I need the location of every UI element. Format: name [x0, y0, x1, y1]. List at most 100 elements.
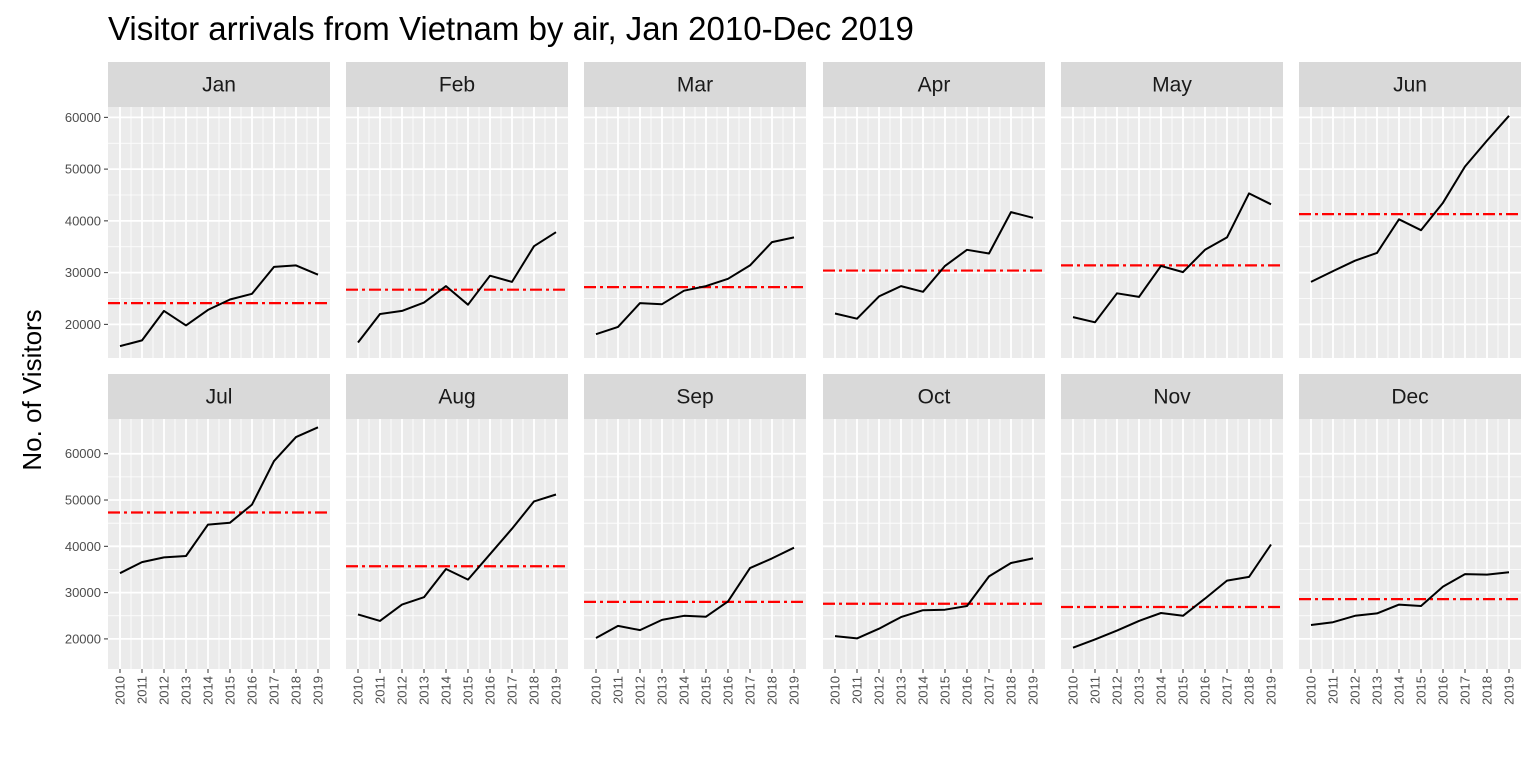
facet-strip-label: Feb — [439, 74, 475, 97]
x-tick-label: 2010 — [589, 676, 604, 705]
facet-strip-label: Jan — [202, 74, 236, 97]
facet-strip-label: Jun — [1393, 74, 1427, 97]
facet-strip — [346, 62, 568, 107]
x-tick-label: 2016 — [483, 676, 498, 705]
x-tick-label: 2019 — [311, 676, 326, 705]
facet-jan: Jan 20000 30000 40000 50000 60000 — [65, 62, 330, 358]
facet-strip — [823, 374, 1045, 419]
x-tick-label: 2013 — [1370, 676, 1385, 705]
x-tick-label: 2016 — [1198, 676, 1213, 705]
facet-strip — [1299, 374, 1521, 419]
x-tick-label: 2019 — [787, 676, 802, 705]
facet-strip — [108, 374, 330, 419]
x-tick-label: 2018 — [1480, 676, 1495, 705]
facet-may: May — [1061, 62, 1283, 358]
x-tick-label: 2015 — [1176, 676, 1191, 705]
y-tick-label: 30000 — [65, 585, 101, 600]
x-tick-label: 2016 — [960, 676, 975, 705]
x-tick-label: 2013 — [417, 676, 432, 705]
y-tick-label: 20000 — [65, 631, 101, 646]
y-tick-label: 20000 — [65, 317, 101, 332]
x-tick-label: 2015 — [223, 676, 238, 705]
x-tick-label: 2015 — [1414, 676, 1429, 705]
x-tick-label: 2017 — [505, 676, 520, 705]
facet-strip-label: Oct — [918, 386, 951, 409]
facet-strip-label: Dec — [1391, 386, 1428, 409]
x-tick-label: 2019 — [1502, 676, 1517, 705]
x-tick-label: 2012 — [1110, 676, 1125, 705]
facet-strip — [823, 62, 1045, 107]
y-tick-label: 50000 — [65, 493, 101, 508]
x-tick-label: 2019 — [549, 676, 564, 705]
x-tick-label: 2016 — [245, 676, 260, 705]
x-tick-label: 2014 — [439, 676, 454, 705]
facet-strip-label: Aug — [438, 386, 475, 409]
x-tick-label: 2019 — [1026, 676, 1041, 705]
facet-jun: Jun — [1299, 62, 1521, 358]
x-tick-label: 2013 — [655, 676, 670, 705]
series-line — [357, 493, 557, 622]
series-line — [1072, 543, 1272, 649]
facet-strip — [1061, 62, 1283, 107]
x-tick-label: 2018 — [527, 676, 542, 705]
x-tick-label: 2012 — [1348, 676, 1363, 705]
facet-strip-label: Nov — [1153, 386, 1191, 409]
facet-panels: Jan 20000 30000 40000 50000 60000 Feb Mar Apr May… — [65, 62, 1521, 705]
facet-strip — [1061, 374, 1283, 419]
facet-strip-label: May — [1152, 74, 1192, 97]
x-tick-label: 2014 — [1392, 676, 1407, 705]
facet-strip-label: Apr — [918, 74, 951, 97]
series-line — [834, 557, 1034, 640]
facet-sep: Sep 2010 2011 2012 2013 2014 2015 2016 2017 2018 2… — [584, 374, 806, 705]
x-tick-label: 2012 — [872, 676, 887, 705]
x-tick-label: 2014 — [1154, 676, 1169, 705]
facet-jul: Jul 20000 30000 40000 50000 60000 2010 2011 2012… — [65, 374, 330, 705]
x-tick-label: 2012 — [633, 676, 648, 705]
facet-strip — [584, 374, 806, 419]
y-tick-label: 50000 — [65, 162, 101, 177]
x-tick-label: 2010 — [113, 676, 128, 705]
x-tick-label: 2011 — [135, 676, 150, 704]
x-tick-label: 2014 — [201, 676, 216, 705]
x-tick-label: 2014 — [916, 676, 931, 705]
x-tick-label: 2017 — [982, 676, 997, 705]
x-tick-label: 2018 — [1004, 676, 1019, 705]
x-tick-label: 2017 — [1458, 676, 1473, 705]
x-tick-label: 2017 — [1220, 676, 1235, 705]
series-line — [357, 231, 557, 344]
series-line — [595, 236, 795, 336]
x-tick-label: 2014 — [677, 676, 692, 705]
series-line — [119, 426, 319, 575]
x-tick-label: 2011 — [850, 676, 865, 704]
facet-feb: Feb — [346, 62, 568, 358]
facet-nov: Nov 2010 2011 2012 2013 2014 2015 2016 2017 2018 2… — [1061, 374, 1283, 705]
series-line — [1310, 115, 1510, 283]
x-tick-label: 2018 — [1242, 676, 1257, 705]
facet-oct: Oct 2010 2011 2012 2013 2014 2015 2016 2017 2018 2… — [823, 374, 1045, 705]
x-tick-label: 2017 — [743, 676, 758, 705]
facet-strip-label: Mar — [677, 74, 713, 97]
facet-dec: Dec 2010 2011 2012 2013 2014 2015 2016 2017 2018 2… — [1299, 374, 1521, 705]
x-tick-label: 2010 — [351, 676, 366, 705]
y-tick-label: 40000 — [65, 213, 101, 228]
x-tick-label: 2017 — [267, 676, 282, 705]
x-tick-label: 2019 — [1264, 676, 1279, 705]
x-tick-label: 2012 — [157, 676, 172, 705]
x-tick-label: 2010 — [1304, 676, 1319, 705]
y-tick-label: 30000 — [65, 265, 101, 280]
x-tick-label: 2015 — [461, 676, 476, 705]
y-tick-label: 60000 — [65, 446, 101, 461]
x-tick-label: 2011 — [373, 676, 388, 704]
facet-strip — [346, 374, 568, 419]
y-axis-label: No. of Visitors — [17, 309, 47, 470]
x-tick-label: 2013 — [894, 676, 909, 705]
x-tick-label: 2013 — [179, 676, 194, 705]
series-line — [119, 264, 319, 348]
x-tick-label: 2010 — [828, 676, 843, 705]
facet-mar: Mar — [584, 62, 806, 358]
x-tick-label: 2012 — [395, 676, 410, 705]
facet-strip — [108, 62, 330, 107]
facet-strip — [584, 62, 806, 107]
y-tick-label: 60000 — [65, 110, 101, 125]
